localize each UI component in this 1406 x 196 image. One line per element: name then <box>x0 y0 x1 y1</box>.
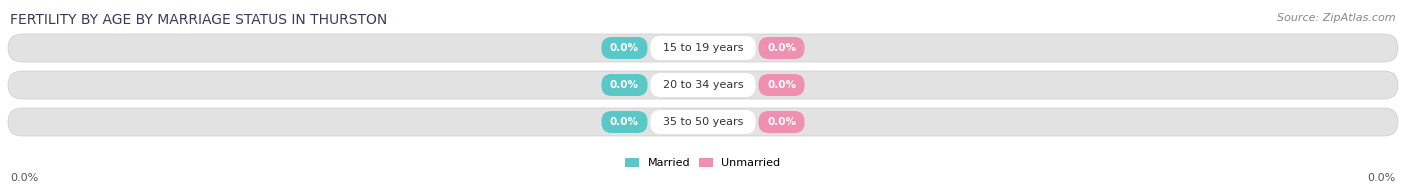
Text: 0.0%: 0.0% <box>1368 173 1396 183</box>
FancyBboxPatch shape <box>602 74 648 96</box>
FancyBboxPatch shape <box>651 36 755 60</box>
Text: 0.0%: 0.0% <box>768 80 796 90</box>
FancyBboxPatch shape <box>758 37 804 59</box>
FancyBboxPatch shape <box>602 111 648 133</box>
Text: 0.0%: 0.0% <box>610 80 638 90</box>
Text: 0.0%: 0.0% <box>610 43 638 53</box>
Text: 0.0%: 0.0% <box>768 117 796 127</box>
Legend: Married, Unmarried: Married, Unmarried <box>626 158 780 168</box>
Text: 20 to 34 years: 20 to 34 years <box>662 80 744 90</box>
FancyBboxPatch shape <box>8 108 1398 136</box>
FancyBboxPatch shape <box>8 71 1398 99</box>
Text: 0.0%: 0.0% <box>10 173 38 183</box>
FancyBboxPatch shape <box>651 110 755 134</box>
Text: 0.0%: 0.0% <box>768 43 796 53</box>
FancyBboxPatch shape <box>758 111 804 133</box>
FancyBboxPatch shape <box>602 37 648 59</box>
Text: Source: ZipAtlas.com: Source: ZipAtlas.com <box>1278 13 1396 23</box>
Text: 35 to 50 years: 35 to 50 years <box>662 117 744 127</box>
Text: 0.0%: 0.0% <box>610 117 638 127</box>
FancyBboxPatch shape <box>758 74 804 96</box>
FancyBboxPatch shape <box>651 73 755 97</box>
FancyBboxPatch shape <box>8 34 1398 62</box>
Text: FERTILITY BY AGE BY MARRIAGE STATUS IN THURSTON: FERTILITY BY AGE BY MARRIAGE STATUS IN T… <box>10 13 387 27</box>
Text: 15 to 19 years: 15 to 19 years <box>662 43 744 53</box>
